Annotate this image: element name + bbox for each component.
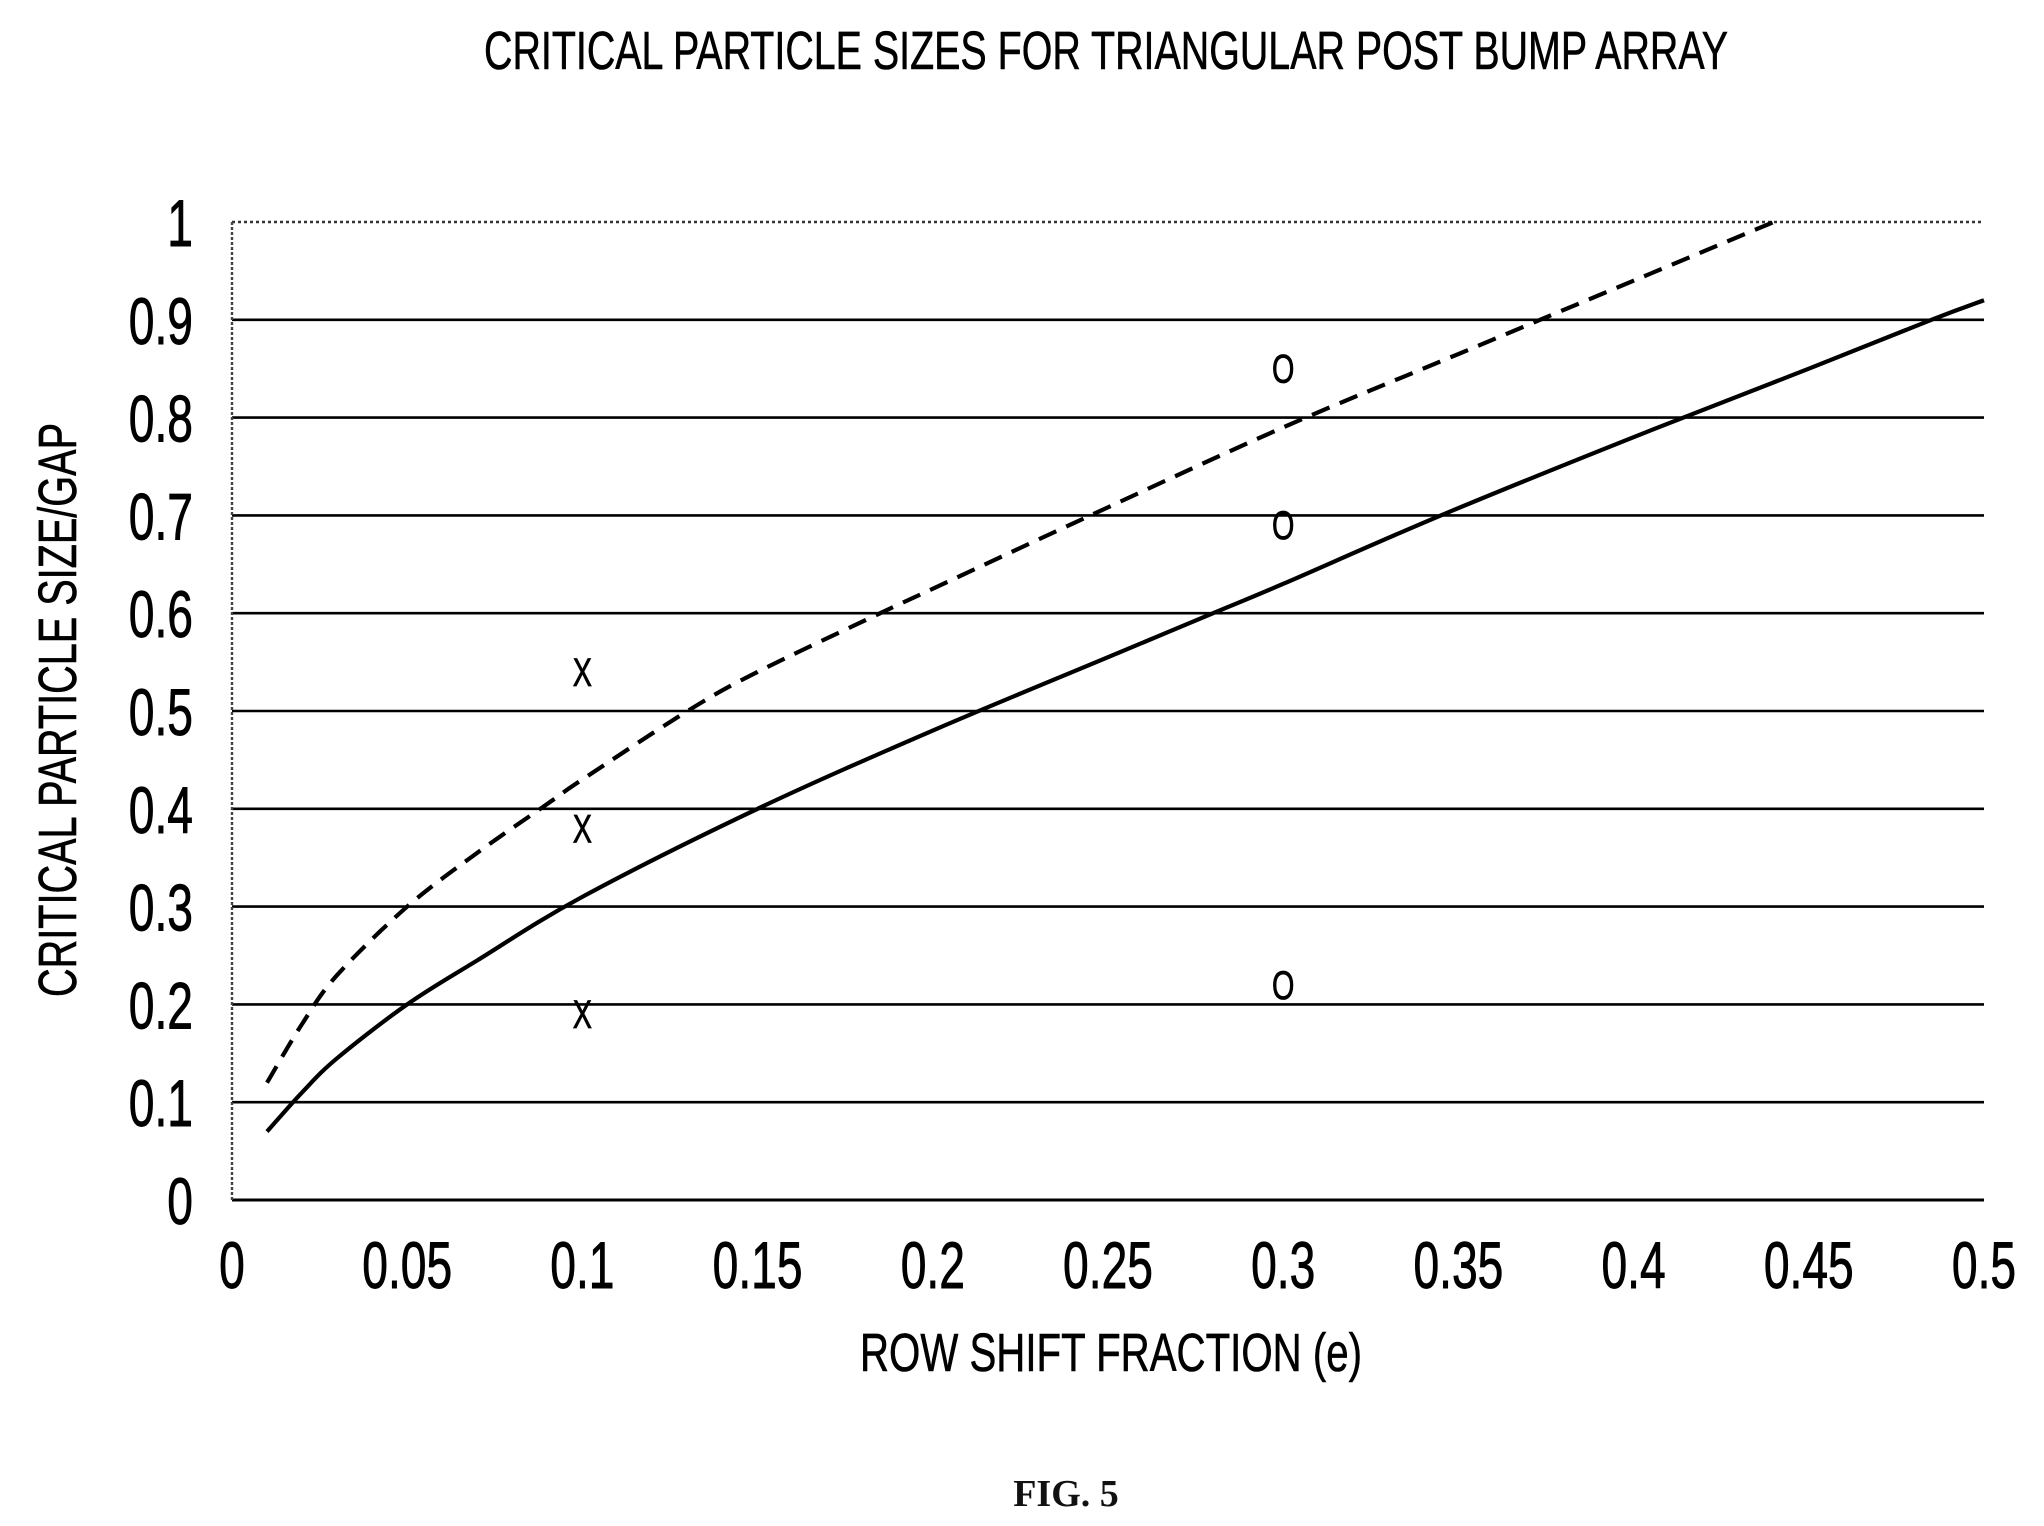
series-lines [265,220,1985,1133]
x-tick-label: 0.35 [1413,1229,1503,1303]
marker-o: O [1272,347,1294,392]
marker-x: X [573,650,592,695]
y-tick-label: 0.1 [129,1067,193,1141]
figure-label: FIG. 5 [1013,1473,1119,1515]
marker-x: X [573,993,592,1038]
y-tick-label: 0.5 [129,676,193,750]
x-tick-label: 0.45 [1764,1229,1854,1303]
chart-title: CRITICAL PARTICLE SIZES FOR TRIANGULAR P… [484,21,1728,81]
marker-o: O [1272,963,1294,1008]
x-tick-label: 0 [219,1229,245,1303]
y-axis-label: CRITICAL PARTICLE SIZE/GAP [28,423,88,997]
series-line-dashed [265,220,1775,1084]
y-tick-label: 0.8 [129,383,193,457]
x-tick-label: 0.5 [1952,1229,2016,1303]
x-tick-label: 0.4 [1601,1229,1665,1303]
gridlines [232,220,1984,1202]
series-line-solid [265,298,1985,1133]
y-tick-label: 0 [167,1165,193,1239]
x-tick-label: 0.3 [1251,1229,1315,1303]
y-tick-label: 0.3 [129,872,193,946]
y-tick-labels: 0 0.1 0.2 0.3 0.4 0.5 0.6 0.7 0.8 0.9 1 [128,187,193,1240]
x-tick-label: 0.2 [901,1229,965,1303]
y-tick-label: 0.4 [129,774,193,848]
y-tick-label: 0.6 [129,578,193,652]
x-tick-labels: 0 0.05 0.1 0.15 0.2 0.25 0.3 0.35 0.4 0.45 0.5 [219,1229,2017,1304]
marker-o: O [1272,504,1294,549]
x-tick-label: 0.15 [713,1229,803,1303]
y-tick-label: 0.2 [129,969,193,1043]
y-tick-label: 0.9 [129,285,193,359]
y-tick-label: 1 [167,187,193,261]
data-markers: X X X O O O [572,347,1294,1038]
x-axis-label: ROW SHIFT FRACTION (e) [860,1323,1362,1383]
y-tick-label: 0.7 [129,480,193,554]
x-tick-label: 0.1 [550,1229,614,1303]
x-tick-label: 0.05 [362,1229,452,1303]
marker-x: X [573,807,592,852]
x-tick-label: 0.25 [1063,1229,1153,1303]
